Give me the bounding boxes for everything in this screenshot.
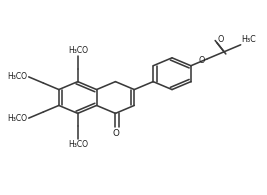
Text: O: O bbox=[112, 129, 119, 138]
Text: O: O bbox=[198, 56, 205, 65]
Text: H₃CO: H₃CO bbox=[68, 140, 88, 149]
Text: O: O bbox=[217, 35, 224, 44]
Text: H₃CO: H₃CO bbox=[68, 46, 88, 55]
Text: H₃CO: H₃CO bbox=[8, 114, 28, 123]
Text: H₃C: H₃C bbox=[241, 35, 256, 44]
Text: H₃CO: H₃CO bbox=[8, 72, 28, 81]
